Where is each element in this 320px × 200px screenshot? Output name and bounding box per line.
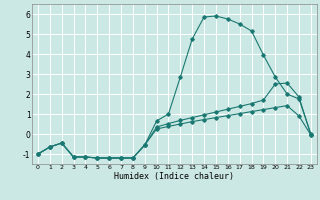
- X-axis label: Humidex (Indice chaleur): Humidex (Indice chaleur): [115, 172, 234, 181]
